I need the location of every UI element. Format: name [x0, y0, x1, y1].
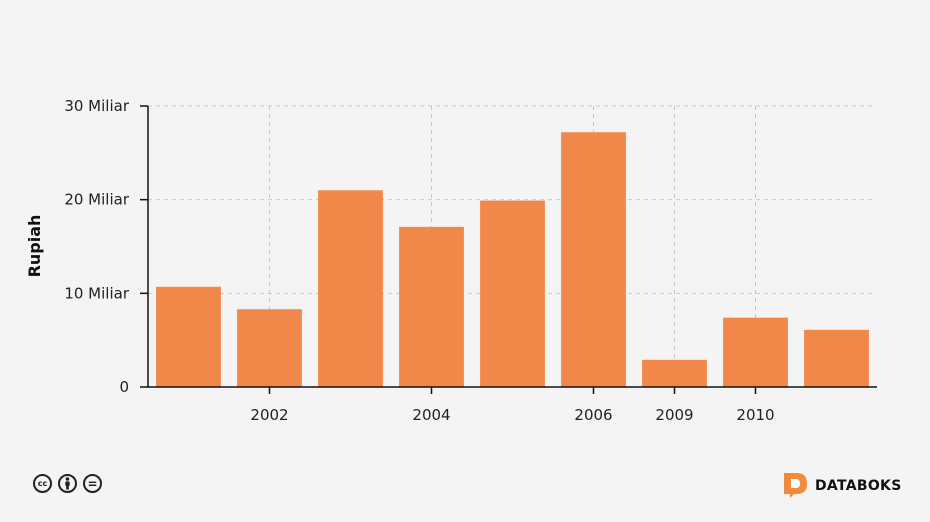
y-tick-label: 30 Miliar: [64, 97, 129, 115]
bar-2002[interactable]: [237, 309, 302, 387]
tick-labels: 0 10 Miliar 20 Miliar 30 Miliar 2002 2004 2006…: [64, 97, 774, 424]
bar-2011[interactable]: [804, 329, 869, 387]
bar-2006[interactable]: [561, 132, 626, 387]
y-tick-label: 0: [119, 378, 129, 396]
y-tick-label: 20 Miliar: [64, 191, 129, 209]
nd-icon: =: [83, 474, 102, 493]
x-tick-label: 2004: [412, 406, 450, 424]
bar-2003[interactable]: [318, 190, 383, 387]
x-tick-label: 2002: [250, 406, 288, 424]
bars: [156, 132, 869, 387]
bar-2005[interactable]: [480, 200, 545, 387]
brand-logo[interactable]: DATABOKS: [783, 472, 902, 499]
databoks-logo-icon: [784, 473, 807, 498]
cc-icon: cc: [33, 474, 52, 493]
x-tick-label: 2006: [574, 406, 612, 424]
license-icons: cc =: [33, 474, 102, 493]
x-tick-label: 2009: [655, 406, 693, 424]
bar-2010[interactable]: [723, 317, 788, 387]
bar-2001[interactable]: [156, 286, 221, 387]
y-axis-title: Rupiah: [25, 215, 44, 278]
bar-2009[interactable]: [642, 359, 707, 387]
bar-2004[interactable]: [399, 226, 464, 387]
axes: [140, 105, 877, 394]
y-tick-label: 10 Miliar: [64, 284, 129, 302]
brand-label: DATABOKS: [815, 477, 902, 494]
by-icon: [58, 474, 77, 493]
x-tick-label: 2010: [736, 406, 774, 424]
